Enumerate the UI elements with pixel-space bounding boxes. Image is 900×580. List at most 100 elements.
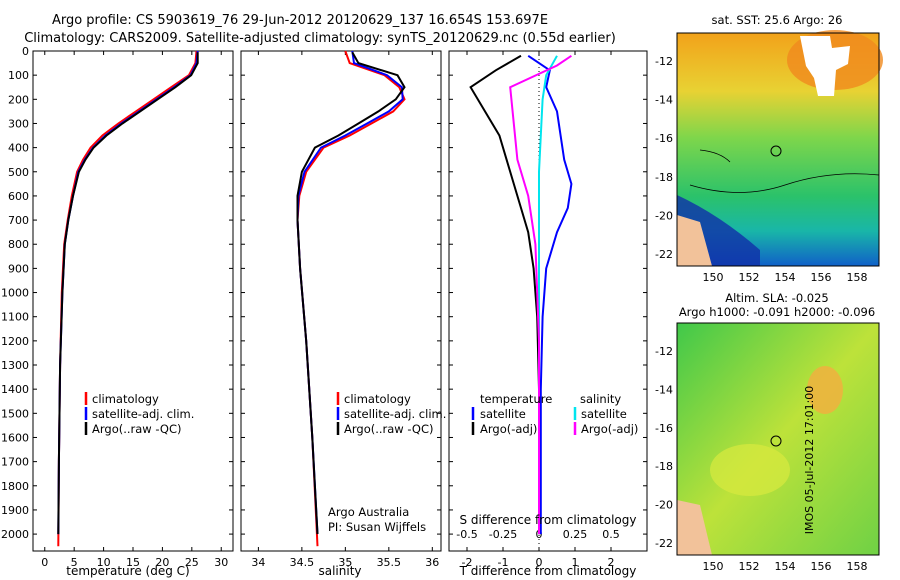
x-tick-label: 1	[572, 556, 579, 569]
depth-tick-label: 2000	[1, 528, 29, 541]
sla-field	[677, 323, 879, 555]
lon-tick-label: 156	[811, 271, 832, 284]
lat-tick-label: -20	[655, 499, 673, 512]
sst-map-title: sat. SST: 25.6 Argo: 26	[712, 13, 843, 27]
depth-tick-label: 1800	[1, 480, 29, 493]
x-tick-label: 34	[251, 556, 265, 569]
legend-salinity-title: salinity	[580, 392, 621, 406]
temperature-legend: climatology satellite-adj. clim. Argo(..…	[84, 392, 194, 436]
depth-tick-label: 900	[8, 262, 29, 275]
legend-temperature-title: temperature	[480, 392, 552, 406]
depth-tick-label: 500	[8, 166, 29, 179]
lon-tick-label: 154	[775, 560, 796, 573]
depth-tick-label: 1400	[1, 383, 29, 396]
difference-xlabel: T difference from climatology	[459, 564, 637, 578]
x-top-tick-label: 0	[536, 528, 543, 541]
lon-tick-label: 152	[739, 271, 760, 284]
lat-tick-label: -14	[655, 383, 673, 396]
salinity-panel-frame	[240, 50, 442, 552]
x-tick-label: 0	[41, 556, 48, 569]
lon-tick-label: 152	[739, 560, 760, 573]
x-tick-label: 36	[425, 556, 439, 569]
depth-tick-label: 1100	[1, 311, 29, 324]
x-top-tick-label: -0.5	[456, 528, 477, 541]
series-line-temperature-argo	[469, 54, 540, 535]
depth-tick-label: 1000	[1, 287, 29, 300]
series-line-climatology	[57, 50, 198, 547]
series-line-temperature-satellite	[527, 54, 573, 535]
depth-tick-label: 1600	[1, 431, 29, 444]
depth-tick-label: 100	[8, 69, 29, 82]
depth-tick-label: 1700	[1, 456, 29, 469]
depth-tick-label: 1200	[1, 335, 29, 348]
salinity-axis: 34 34.5 35 35.5 36	[251, 51, 439, 569]
x-tick-label: 25	[185, 556, 199, 569]
lat-tick-label: -18	[655, 460, 673, 473]
depth-tick-label: 0	[22, 45, 29, 58]
sla-map-title-1: Altim. SLA: -0.025	[725, 291, 829, 305]
temperature-lines	[57, 50, 199, 547]
map-axes: -12 -14 -16 -18 -20 -22 150 152 154 156 158 -12 -14 -…	[655, 55, 867, 573]
difference-legend: temperature salinity satellite Argo(-adj…	[471, 392, 638, 436]
lon-tick-label: 154	[775, 271, 796, 284]
x-tick-label: 0	[536, 556, 543, 569]
legend-satellite: satellite-adj. clim.	[92, 407, 194, 421]
series-line-argo	[296, 51, 406, 535]
legend-climatology: climatology	[344, 392, 411, 406]
difference-lines	[469, 51, 573, 551]
depth-tick-label: 1900	[1, 504, 29, 517]
credit-line-1: Argo Australia	[328, 505, 409, 519]
depth-tick-label: 400	[8, 142, 29, 155]
lat-tick-label: -12	[655, 345, 673, 358]
temperature-xlabel: temperature (deg C)	[66, 564, 189, 578]
depth-axis: 0 100 200 300 400 500 600 700 800 900 1000 1100 1200…	[1, 45, 647, 541]
x-tick-label: 30	[214, 556, 228, 569]
lat-tick-label: -16	[655, 132, 673, 145]
sla-map-frame	[676, 322, 880, 556]
x-tick-label: 35	[338, 556, 352, 569]
depth-tick-label: 200	[8, 93, 29, 106]
depth-tick-label: 1500	[1, 407, 29, 420]
sst-map	[676, 30, 883, 267]
x-tick-label: 15	[126, 556, 140, 569]
credit-line-2: PI: Susan Wijffels	[328, 520, 426, 534]
legend-satellite: satellite-adj. clim.	[344, 407, 446, 421]
legend-temp-argo: Argo(-adj)	[480, 422, 537, 436]
x-tick-label: 20	[155, 556, 169, 569]
lon-tick-label: 150	[703, 271, 724, 284]
salinity-lines	[296, 50, 406, 547]
temperature-axis: 0 5 10 15 20 25 30	[41, 51, 228, 569]
sla-map-title-2: Argo h1000: -0.091 h2000: -0.096	[679, 305, 875, 319]
sst-map-frame	[676, 32, 880, 267]
legend-sal-satellite: satellite	[581, 407, 627, 421]
x-tick-label: 35.5	[377, 556, 402, 569]
series-line-salinity-argo	[509, 54, 572, 535]
lat-tick-label: -22	[655, 248, 673, 261]
difference-axis: -2 -1 0 1 2 -0.5 -0.25 0 0.25 0.5	[456, 51, 620, 569]
legend-argo: Argo(..raw -QC)	[92, 422, 182, 436]
legend-temp-satellite: satellite	[480, 407, 526, 421]
sst-contours	[689, 149, 880, 193]
sla-map	[676, 322, 880, 556]
difference-panel-frame	[448, 50, 648, 552]
x-tick-label: 2	[608, 556, 615, 569]
depth-tick-label: 600	[8, 190, 29, 203]
sst-coastline	[677, 215, 712, 266]
lon-tick-label: 158	[847, 560, 868, 573]
x-tick-label: -1	[498, 556, 509, 569]
depth-tick-label: 300	[8, 117, 29, 130]
lon-tick-label: 158	[847, 271, 868, 284]
lon-tick-label: 156	[811, 560, 832, 573]
lat-tick-label: -18	[655, 171, 673, 184]
lon-tick-label: 150	[703, 560, 724, 573]
x-tick-label: -2	[462, 556, 473, 569]
x-tick-label: 10	[97, 556, 111, 569]
x-tick-label: 5	[71, 556, 78, 569]
x-top-tick-label: 0.25	[563, 528, 588, 541]
sla-moderate-anomaly	[710, 444, 790, 496]
title-line-2: Climatology: CARS2009. Satellite-adjuste…	[24, 31, 616, 46]
sla-coastline	[677, 500, 712, 555]
timestamp: IMOS 05-Jul-2012 17:01:00	[803, 386, 816, 535]
sst-cloud-mask	[800, 36, 850, 96]
